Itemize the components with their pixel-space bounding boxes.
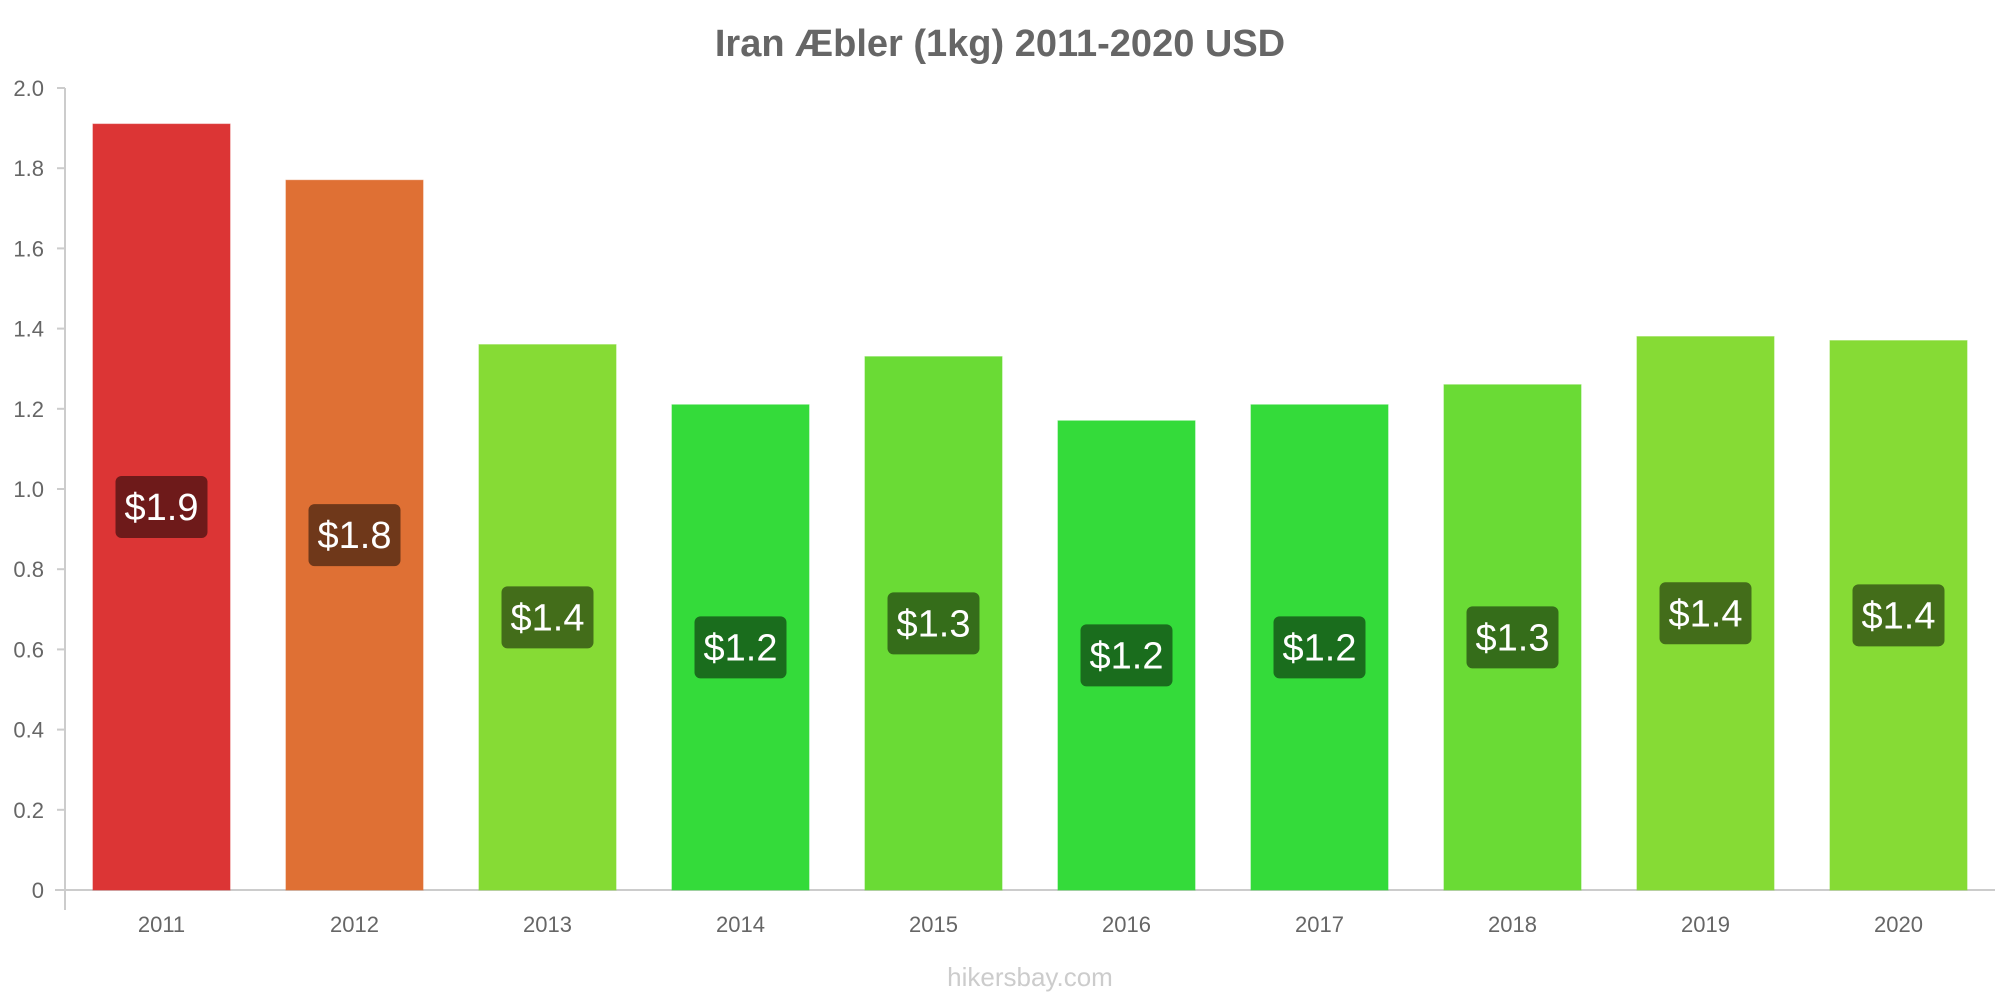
data-label-2014: $1.2 (704, 627, 778, 669)
data-label-2017: $1.2 (1283, 627, 1357, 669)
chart-title: Iran Æbler (1kg) 2011-2020 USD (715, 23, 1285, 65)
x-tick-label: 2016 (1102, 912, 1151, 937)
data-label-box-2018 (1466, 606, 1559, 669)
data-label-box-2013 (501, 586, 594, 649)
data-label-box-2012 (308, 504, 401, 567)
y-tick-label: 0.4 (13, 718, 44, 743)
watermark: hikersbay.com (947, 962, 1113, 992)
x-tick-label: 2020 (1874, 912, 1923, 937)
y-tick-label: 2.0 (13, 76, 44, 101)
data-label-2012: $1.8 (318, 515, 392, 557)
data-label-box-2014 (694, 616, 787, 679)
y-tick-label: 1.8 (13, 156, 44, 181)
x-tick-label: 2011 (138, 912, 185, 937)
y-tick-label: 0.8 (13, 557, 44, 582)
y-tick-label: 1.6 (13, 236, 44, 261)
data-label-2015: $1.3 (897, 603, 971, 645)
data-label-box-2015 (887, 592, 980, 655)
y-tick-label: 0 (32, 878, 44, 903)
data-label-2016: $1.2 (1090, 635, 1164, 677)
data-label-box-2011 (115, 476, 208, 539)
data-label-2018: $1.3 (1476, 617, 1550, 659)
x-axis: 2011 2012 2013 2014 2015 2016 2017 2018 2019 2020 (55, 889, 1995, 937)
x-tick-label: 2019 (1681, 912, 1730, 937)
y-axis: 0 0.2 0.4 0.6 0.8 1.0 1.2 1.4 1.6 1.8 2.0 (13, 76, 66, 910)
x-tick-label: 2012 (330, 912, 379, 937)
x-tick-label: 2018 (1488, 912, 1537, 937)
data-labels-group: $1.9 $1.8 $1.4 $1.2 $1.3 $1.2 $1.2 $1.3 $1.4 $1.4 (115, 476, 1945, 687)
y-tick-label: 1.0 (13, 477, 44, 502)
x-tick-label: 2017 (1295, 912, 1344, 937)
data-label-box-2016 (1080, 624, 1173, 687)
data-label-2011: $1.9 (125, 487, 199, 529)
x-tick-label: 2015 (909, 912, 958, 937)
x-tick-label: 2014 (716, 912, 765, 937)
data-label-box-2017 (1273, 616, 1366, 679)
y-tick-label: 1.2 (13, 397, 44, 422)
y-tick-label: 1.4 (13, 317, 44, 342)
x-tick-label: 2013 (523, 912, 572, 937)
data-label-2019: $1.4 (1669, 593, 1743, 635)
y-tick-label: 0.6 (13, 637, 44, 662)
data-label-box-2020 (1852, 584, 1945, 647)
data-label-2013: $1.4 (511, 597, 585, 639)
data-label-box-2019 (1659, 582, 1752, 645)
y-tick-label: 0.2 (13, 798, 44, 823)
data-label-2020: $1.4 (1862, 595, 1936, 637)
